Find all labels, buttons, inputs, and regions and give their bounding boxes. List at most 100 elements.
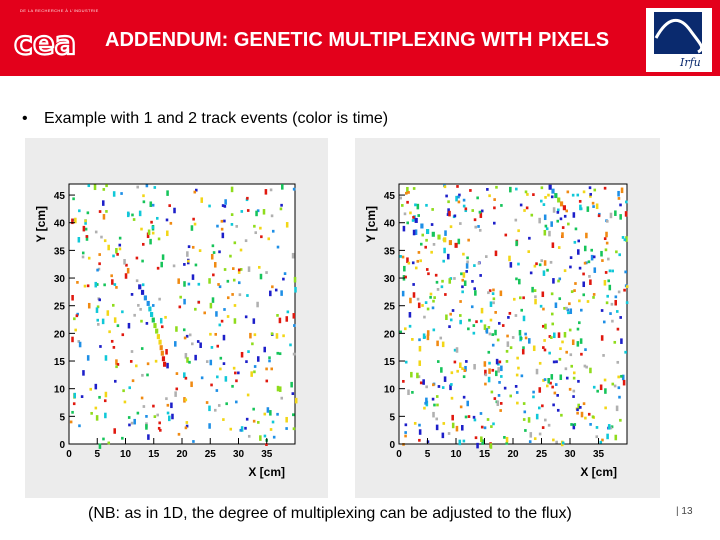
noise-hit — [551, 322, 555, 326]
noise-hit — [146, 362, 150, 366]
noise-hit — [569, 308, 573, 314]
noise-hit — [218, 285, 222, 289]
noise-hit — [130, 293, 134, 296]
x-tick-label: 15 — [148, 449, 160, 460]
noise-hit — [465, 263, 469, 269]
noise-hit — [69, 420, 73, 424]
noise-hit — [96, 305, 100, 309]
noise-hit — [159, 428, 162, 432]
noise-hit — [603, 186, 607, 190]
noise-hit — [141, 259, 144, 263]
noise-hit — [268, 359, 271, 363]
noise-hit — [188, 360, 191, 364]
noise-hit — [506, 334, 509, 338]
noise-hit — [442, 422, 446, 425]
noise-hit — [515, 240, 518, 247]
noise-hit — [585, 232, 588, 239]
noise-hit — [220, 319, 224, 323]
noise-hit — [478, 210, 482, 214]
noise-hit — [493, 198, 496, 201]
x-tick-label: 30 — [233, 449, 245, 460]
noise-hit — [271, 285, 274, 289]
noise-hit — [139, 307, 142, 311]
x-tick-label: 35 — [261, 449, 273, 460]
track-1-hit — [431, 231, 435, 237]
noise-hit — [552, 278, 555, 284]
noise-hit — [94, 281, 98, 288]
noise-hit — [404, 275, 407, 279]
noise-hit — [461, 285, 464, 289]
noise-hit — [285, 222, 289, 228]
noise-hit — [535, 413, 539, 420]
noise-hit — [232, 278, 236, 282]
noise-hit — [95, 415, 99, 421]
noise-hit — [528, 338, 531, 344]
noise-hit — [582, 281, 586, 288]
track-1-hit — [148, 306, 152, 312]
noise-hit — [223, 308, 226, 311]
noise-hit — [198, 249, 202, 253]
noise-hit — [223, 219, 226, 223]
noise-hit — [623, 288, 626, 292]
noise-hit — [147, 229, 151, 236]
noise-hit — [507, 316, 510, 319]
noise-hit — [416, 372, 419, 379]
noise-hit — [538, 387, 542, 393]
noise-hit — [425, 268, 429, 271]
noise-hit — [253, 333, 257, 337]
noise-hit — [190, 381, 193, 388]
track-1-hit — [420, 223, 424, 229]
noise-hit — [460, 425, 464, 431]
noise-hit — [467, 415, 471, 418]
noise-hit — [441, 279, 444, 283]
noise-hit — [563, 269, 567, 273]
noise-hit — [200, 197, 204, 203]
noise-hit — [492, 422, 495, 426]
noise-hit — [449, 384, 452, 391]
noise-hit — [516, 401, 519, 405]
noise-hit — [477, 225, 480, 228]
noise-hit — [149, 238, 152, 245]
noise-hit — [136, 185, 139, 189]
noise-hit — [270, 367, 273, 371]
noise-hit — [253, 365, 257, 368]
noise-hit — [411, 390, 414, 394]
noise-hit — [94, 406, 98, 410]
y-tick-label: 15 — [384, 357, 396, 368]
noise-hit — [72, 402, 76, 406]
noise-hit — [474, 225, 477, 229]
noise-hit — [194, 263, 198, 267]
noise-hit — [577, 379, 580, 383]
noise-hit — [515, 373, 519, 377]
noise-hit — [572, 371, 576, 375]
noise-hit — [219, 367, 222, 371]
noise-hit — [402, 379, 405, 383]
noise-hit — [587, 412, 591, 416]
noise-hit — [624, 270, 627, 274]
track-1-hit — [161, 356, 166, 362]
noise-hit — [557, 246, 561, 249]
noise-hit — [239, 248, 243, 252]
noise-hit — [292, 187, 296, 191]
noise-hit — [565, 306, 568, 310]
noise-hit — [471, 279, 474, 283]
noise-hit — [582, 190, 586, 194]
track-1-hit — [151, 317, 155, 323]
noise-hit — [230, 186, 234, 193]
noise-hit — [85, 235, 89, 238]
noise-hit — [494, 311, 497, 314]
y-tick-label: 25 — [54, 302, 66, 313]
y-tick-label: 40 — [384, 219, 396, 230]
noise-hit — [509, 394, 513, 398]
noise-hit — [436, 403, 439, 407]
noise-hit — [554, 383, 558, 386]
noise-hit — [229, 427, 233, 431]
noise-hit — [552, 207, 556, 213]
noise-hit — [533, 264, 537, 268]
noise-hit — [563, 331, 567, 338]
noise-hit — [469, 189, 472, 192]
noise-hit — [102, 214, 106, 220]
noise-hit — [414, 203, 417, 207]
noise-hit — [409, 211, 412, 215]
noise-hit — [576, 193, 580, 197]
